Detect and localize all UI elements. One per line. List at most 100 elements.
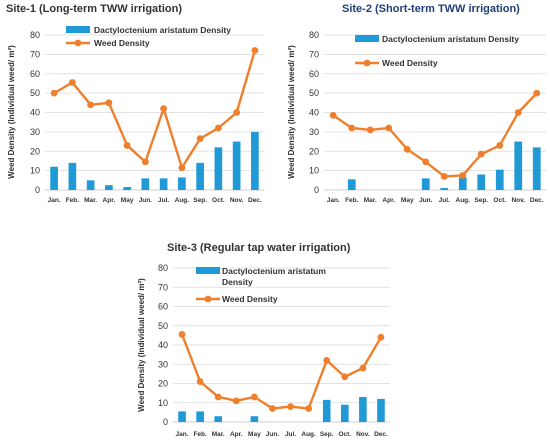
legend-swatch-marker: [363, 59, 371, 67]
x-tick-label: Feb.: [193, 431, 207, 438]
x-tick-label: May: [121, 197, 134, 204]
legend-swatch-marker: [204, 295, 212, 303]
bar: [178, 411, 186, 422]
x-tick-label: Aug.: [175, 197, 190, 204]
bar: [250, 416, 259, 422]
bar: [440, 188, 449, 190]
line-point: [329, 112, 337, 119]
y-tick-label: 40: [158, 340, 168, 350]
bar: [123, 187, 131, 190]
y-tick-label: 0: [163, 417, 168, 427]
x-tick-label: Nov.: [356, 431, 370, 438]
bar: [532, 147, 541, 190]
x-tick-label: Nov.: [230, 197, 244, 204]
line-point: [178, 164, 186, 172]
line-point: [422, 158, 430, 166]
y-tick-label: 80: [30, 30, 40, 40]
y-tick-label: 30: [30, 127, 40, 137]
bar: [178, 177, 186, 190]
x-tick-label: Apr.: [382, 197, 395, 204]
line-point: [496, 142, 504, 149]
x-tick-label: Jan.: [176, 431, 189, 438]
line-point: [232, 397, 240, 405]
bar: [377, 398, 385, 422]
bar: [141, 178, 150, 190]
bar: [50, 166, 58, 190]
legend-swatch-bar: [196, 267, 220, 274]
bar: [232, 141, 241, 190]
y-axis-label: Weed Density (Individual weed/ m²): [7, 45, 16, 179]
legend-label-bar: Dactyloctenium aristatum Density: [222, 266, 326, 287]
bar: [322, 399, 331, 422]
y-tick-label: 10: [158, 398, 168, 408]
y-tick-label: 60: [309, 69, 319, 79]
series-line: [180, 333, 382, 410]
chart-title: Site-1 (Long-term TWW irrigation): [6, 3, 182, 15]
y-axis-label: Weed Density (Individual weed/ m²): [287, 45, 296, 179]
x-tick-label: Jul.: [158, 197, 169, 204]
y-tick-label: 20: [158, 379, 168, 389]
bar: [196, 162, 204, 190]
x-tick-label: Aug.: [301, 431, 316, 438]
x-tick-label: Sep.: [474, 197, 488, 204]
y-tick-label: 0: [35, 185, 40, 195]
x-tick-label: Jul.: [285, 431, 296, 438]
legend-label-line: Weed Density: [382, 58, 438, 68]
line-point: [366, 126, 374, 134]
bar: [214, 147, 223, 190]
bar: [458, 177, 467, 190]
line-point: [68, 79, 76, 86]
x-tick-label: Oct.: [212, 197, 225, 204]
x-tick-label: Jun.: [419, 197, 433, 204]
y-tick-label: 30: [158, 359, 168, 369]
x-tick-label: Feb.: [66, 197, 80, 204]
x-tick-label: Dec.: [530, 197, 544, 204]
chart-site-3: Site-3 (Regular tap water irrigation) 0 10…: [137, 242, 390, 438]
line-point: [348, 124, 356, 132]
line-point: [196, 378, 204, 385]
line-point: [514, 109, 522, 116]
legend-label-line: Weed Density: [94, 38, 150, 48]
line-point: [141, 158, 149, 166]
y-tick-label: 50: [309, 88, 319, 98]
line-point: [459, 172, 467, 179]
x-tick-label: Aug.: [456, 197, 471, 204]
x-tick-label: Nov.: [511, 197, 525, 204]
x-tick-label: Mar.: [84, 197, 97, 204]
line-point: [50, 89, 58, 97]
line-point: [250, 393, 258, 401]
y-tick-label: 10: [309, 166, 319, 176]
x-tick-label: Apr.: [230, 431, 243, 438]
line-point: [440, 173, 448, 180]
bar: [495, 169, 504, 190]
line-point: [251, 47, 259, 54]
x-tick-label: Sep.: [193, 197, 207, 204]
series-line: [53, 50, 257, 169]
y-tick-label: 50: [30, 88, 40, 98]
x-tick-label: Mar.: [364, 197, 377, 204]
line-point: [105, 99, 113, 107]
line-point: [87, 101, 95, 109]
x-tick-label: Jun.: [139, 197, 153, 204]
y-tick-label: 40: [30, 108, 40, 118]
legend-label-bar: Dactyloctenium aristatum Density: [382, 34, 519, 44]
legend-swatch-bar: [66, 26, 90, 33]
x-tick-label: Jan.: [48, 197, 61, 204]
chart-title: Site-2 (Short-term TWW irrigation): [342, 3, 520, 15]
series-line: [332, 92, 538, 178]
y-tick-label: 10: [30, 166, 40, 176]
x-tick-label: Jan.: [327, 197, 340, 204]
line-point: [214, 393, 222, 401]
bar: [514, 141, 523, 190]
y-tick-label: 30: [309, 127, 319, 137]
line-point: [123, 142, 131, 149]
line-point: [359, 364, 367, 372]
bar: [105, 185, 113, 190]
chart-site-1: Site-1 (Long-term TWW irrigation) 0 10 20 30…: [6, 3, 264, 204]
line-point: [214, 124, 222, 132]
chart-site-2: Site-2 (Short-term TWW irrigation) 0 10 20 3…: [287, 3, 546, 204]
x-tick-label: Feb.: [345, 197, 359, 204]
x-tick-label: Jun.: [266, 431, 280, 438]
x-tick-label: Jul.: [439, 197, 450, 204]
